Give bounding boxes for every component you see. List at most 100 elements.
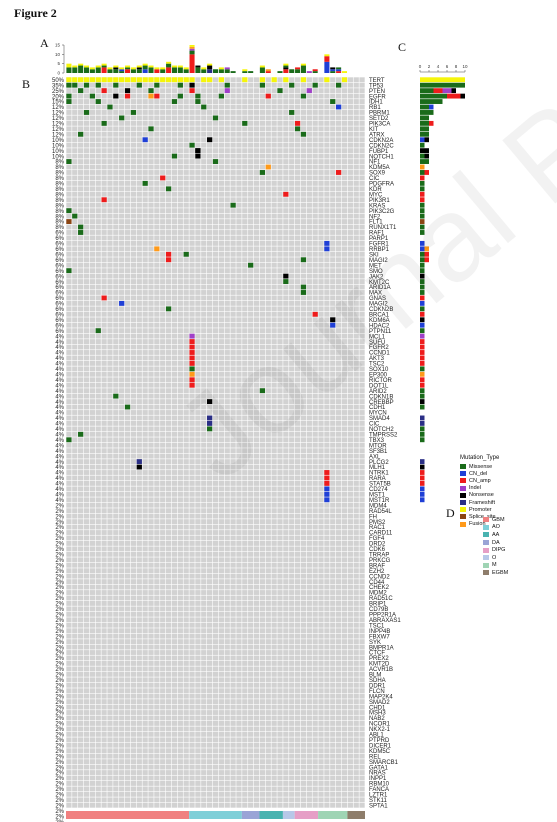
grid-cell [347, 519, 353, 525]
grid-cell [353, 257, 359, 263]
grid-cell [113, 573, 119, 579]
grid-cell [89, 371, 96, 377]
grid-cell [335, 77, 342, 83]
grid-cell [107, 311, 113, 317]
grid-cell [283, 339, 289, 345]
grid-cell [218, 464, 224, 470]
grid-cell [347, 448, 353, 454]
grid-cell [259, 257, 266, 263]
grid-cell [171, 142, 178, 148]
grid-cell [119, 524, 125, 530]
grid-cell [224, 350, 230, 355]
grid-cell [283, 306, 289, 312]
grid-cell [283, 606, 289, 612]
grid-cell [89, 431, 96, 437]
grid-cell [66, 464, 72, 470]
grid-cell [195, 475, 201, 481]
grid-cell [242, 317, 248, 323]
grid-cell [283, 344, 289, 350]
grid-cell [253, 513, 260, 519]
grid-cell [154, 606, 160, 612]
grid-cell [277, 448, 283, 454]
grid-cell [224, 404, 230, 410]
grid-cell [318, 513, 324, 519]
grid-cell [201, 126, 207, 132]
grid-cell [171, 475, 178, 481]
grid-cell [136, 224, 142, 230]
grid-cell [312, 284, 318, 290]
grid-cell [183, 442, 189, 448]
grid-cell [218, 230, 224, 235]
grid-cell [259, 448, 266, 454]
grid-cell [324, 311, 330, 317]
grid-cell [113, 115, 119, 121]
grid-cell [335, 317, 342, 323]
grid-cell [300, 115, 307, 121]
grid-cell [83, 170, 90, 175]
grid-cell [83, 350, 90, 355]
grid-cell [160, 268, 166, 274]
grid-cell [312, 442, 318, 448]
grid-cell [283, 170, 289, 175]
grid-cell [236, 164, 242, 170]
grid-cell [335, 311, 342, 317]
grid-cell [341, 322, 348, 328]
grid-cell [318, 257, 324, 263]
grid-cell [271, 328, 277, 334]
grid-cell [130, 579, 137, 585]
grid-cell [201, 502, 207, 508]
grid-cell [124, 268, 131, 274]
grid-cell [130, 191, 137, 197]
grid-cell [154, 88, 160, 94]
grid-cell [230, 295, 236, 301]
grid-cell [72, 159, 78, 164]
grid-cell [330, 480, 336, 486]
grid-cell [259, 344, 266, 350]
grid-cell [83, 519, 90, 525]
grid-cell [195, 284, 201, 290]
grid-cell [218, 606, 224, 612]
grid-cell [207, 311, 213, 317]
grid-cell [242, 470, 248, 475]
grid-cell [177, 377, 183, 383]
grid-cell [318, 88, 324, 94]
grid-cell [130, 246, 137, 252]
grid-cell [335, 137, 342, 143]
grid-cell [78, 104, 84, 110]
grid-cell [224, 300, 230, 306]
grid-cell [124, 393, 131, 399]
grid-cell [294, 322, 301, 328]
grid-cell [83, 219, 90, 224]
grid-cell [359, 164, 365, 170]
grid-cell [113, 224, 119, 230]
grid-cell [335, 262, 342, 268]
grid-cell [72, 404, 78, 410]
grid-cell [242, 93, 248, 99]
grid-cell [265, 442, 271, 448]
grid-cell [318, 399, 324, 405]
grid-cell [130, 508, 137, 514]
grid-cell [271, 191, 277, 197]
grid-cell [148, 491, 154, 497]
grid-cell [160, 590, 166, 595]
grid-cell [324, 159, 330, 164]
grid-cell [324, 410, 330, 415]
grid-cell [248, 197, 254, 203]
panel-label-b: B [22, 77, 31, 91]
grid-cell [330, 426, 336, 432]
grid-cell [324, 377, 330, 383]
grid-cell [242, 601, 248, 606]
grid-cell [230, 350, 236, 355]
grid-cell [89, 524, 96, 530]
grid-cell [195, 486, 201, 492]
grid-cell [248, 399, 254, 405]
grid-cell [318, 110, 324, 115]
grid-cell [294, 213, 301, 219]
grid-cell [78, 437, 84, 443]
grid-cell [224, 279, 230, 284]
grid-cell [142, 153, 148, 159]
grid-cell [335, 246, 342, 252]
grid-cell [136, 164, 142, 170]
grid-cell [253, 502, 260, 508]
